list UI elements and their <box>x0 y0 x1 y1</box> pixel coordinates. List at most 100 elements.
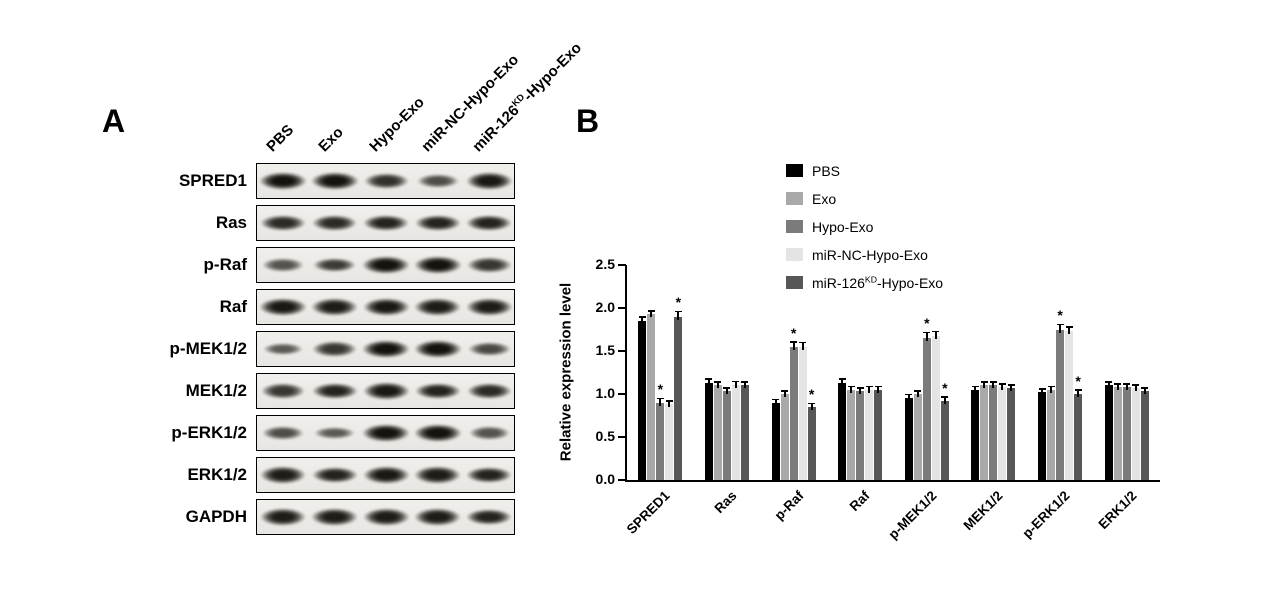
blot-band <box>260 214 306 232</box>
error-bar-cap <box>705 378 713 380</box>
error-bar-cap <box>923 331 931 334</box>
error-bar <box>801 342 804 350</box>
y-axis-tick <box>618 264 626 266</box>
bar <box>638 320 647 480</box>
bar <box>931 336 940 480</box>
error-bar <box>677 311 680 320</box>
error-bar <box>659 398 662 406</box>
bar <box>1113 387 1122 480</box>
blot-band <box>363 214 410 232</box>
bar <box>1122 387 1131 480</box>
blot-band <box>413 340 462 358</box>
bar <box>1065 331 1074 480</box>
error-bar-cap <box>847 385 855 388</box>
significance-star: * <box>1057 307 1063 324</box>
blot-row-box <box>256 289 515 325</box>
bar <box>1074 394 1083 480</box>
error-bar-cap <box>714 381 722 383</box>
error-bar <box>943 396 946 404</box>
error-bar-cap <box>1047 385 1055 388</box>
error-bar-cap <box>1074 389 1082 391</box>
error-bar <box>1050 386 1053 393</box>
bar <box>1104 385 1113 480</box>
error-bar-cap <box>989 381 997 383</box>
blot-band <box>310 172 359 190</box>
error-bar-cap <box>1007 384 1015 386</box>
error-bar <box>1010 384 1013 391</box>
blot-band <box>311 508 358 526</box>
error-bar-cap <box>799 341 807 344</box>
error-bar-cap <box>941 396 949 398</box>
blot-row-label: p-MEK1/2 <box>169 339 247 358</box>
blot-band <box>259 466 307 484</box>
y-axis-tick <box>618 393 626 395</box>
blot-band <box>260 383 306 399</box>
blot-band <box>362 256 411 274</box>
blot-row-label: Raf <box>219 297 247 316</box>
error-bar-cap <box>732 380 740 383</box>
panel-b-label: B <box>576 103 600 139</box>
blot-row-label: MEK1/2 <box>185 381 247 400</box>
legend-item: Exo <box>786 191 943 207</box>
blot-row-box <box>256 205 515 241</box>
blot-band <box>259 298 307 316</box>
bar <box>1140 391 1149 480</box>
error-bar <box>668 400 671 408</box>
blot-row-box <box>256 499 515 535</box>
error-bar-cap <box>674 310 682 313</box>
bar <box>838 382 847 480</box>
error-bar-cap <box>1141 387 1149 389</box>
blot-band <box>262 426 304 440</box>
bar <box>731 385 740 480</box>
error-bar-cap <box>665 400 673 402</box>
blot-band <box>414 508 462 526</box>
blot-band <box>362 424 411 442</box>
bar <box>722 391 731 480</box>
bar <box>989 385 998 480</box>
blot-band <box>362 340 411 358</box>
bar <box>1056 329 1065 480</box>
error-bar-cap <box>905 393 913 395</box>
blot-band <box>465 172 514 190</box>
blot-row-box <box>256 415 515 451</box>
error-bar-cap <box>865 385 873 388</box>
blot-row-box <box>256 247 515 283</box>
bar <box>980 385 989 480</box>
blot-band <box>413 256 462 274</box>
bar <box>1047 389 1056 480</box>
blot-row-label: p-ERK1/2 <box>171 423 247 442</box>
error-bar <box>650 310 653 318</box>
error-bar-cap <box>808 402 816 405</box>
error-bar <box>992 381 995 389</box>
legend-item: PBS <box>786 163 943 179</box>
blot-row-label: Ras <box>215 213 247 232</box>
legend-label: miR-NC-Hypo-Exo <box>812 246 928 263</box>
blot-band <box>311 214 358 232</box>
bar <box>656 402 665 480</box>
bar <box>1131 387 1140 480</box>
error-bar <box>1041 388 1044 396</box>
y-axis-tick-label: 1.0 <box>595 385 615 401</box>
blot-band <box>362 466 410 484</box>
bar <box>713 385 722 480</box>
blot-band <box>314 426 355 440</box>
blot-row-box <box>256 331 515 367</box>
bar <box>740 385 749 480</box>
blot-band <box>467 257 512 273</box>
blot-band <box>311 298 358 316</box>
error-bar-cap <box>932 330 940 333</box>
bar <box>940 400 949 480</box>
significance-star: * <box>942 379 948 396</box>
error-bar <box>774 399 777 406</box>
error-bar <box>1107 381 1110 389</box>
blot-row-label: ERK1/2 <box>187 465 247 484</box>
error-bar <box>859 387 862 395</box>
y-axis-tick <box>618 436 626 438</box>
blot-band <box>262 342 304 356</box>
blot-band <box>311 382 358 400</box>
bar <box>647 314 656 480</box>
blot-band <box>362 298 410 316</box>
blot-row-label: p-Raf <box>203 255 247 274</box>
error-bar <box>1059 324 1062 333</box>
bar <box>1007 387 1016 480</box>
